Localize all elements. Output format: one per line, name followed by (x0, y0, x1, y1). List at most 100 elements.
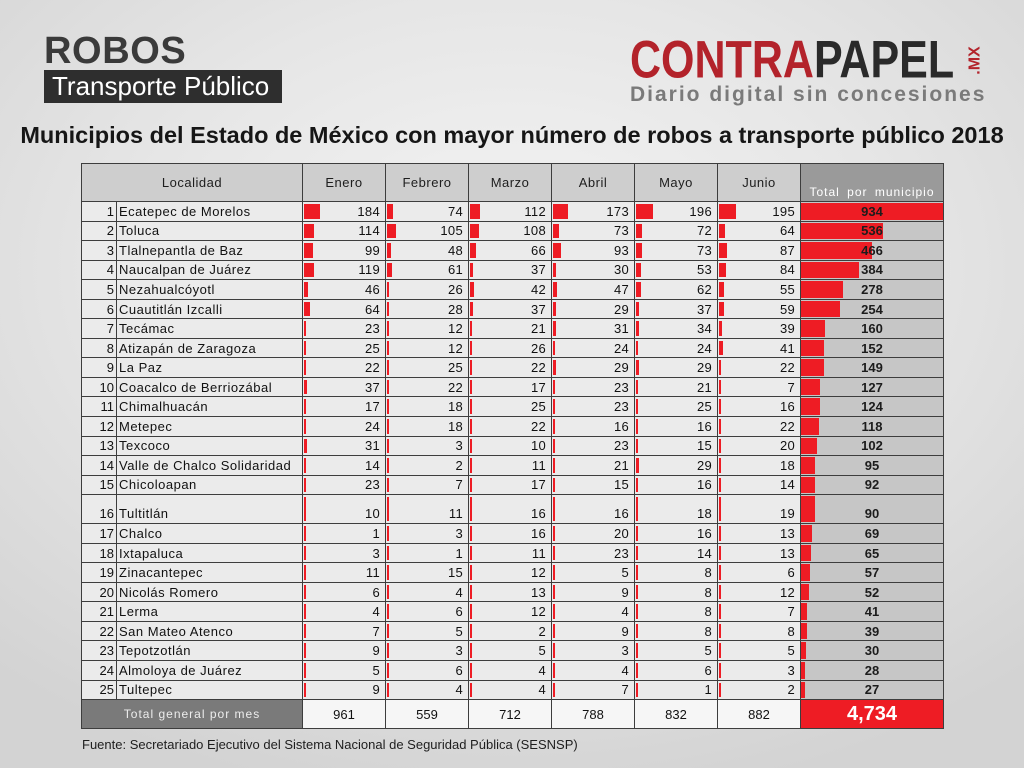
month-cell: 16 (635, 475, 718, 496)
month-cell: 25 (386, 358, 469, 378)
total-bar (801, 564, 810, 581)
month-cell: 23 (303, 319, 386, 339)
data-bar (719, 223, 725, 239)
cell-value: 37 (530, 301, 546, 317)
data-bar (470, 497, 472, 522)
month-cell: 17 (469, 377, 552, 398)
month-cell: 30 (552, 260, 635, 281)
month-cell: 37 (469, 260, 552, 281)
total-bar (801, 437, 817, 455)
cell-value: 3 (787, 662, 795, 678)
cell-value: 23 (613, 545, 629, 561)
data-bar (470, 321, 472, 336)
month-cell: 74 (386, 202, 469, 222)
total-cell: 384 (801, 260, 944, 281)
cell-value: 11 (448, 506, 463, 522)
row-rank: 16 (82, 495, 117, 525)
cell-value: 6 (787, 565, 795, 581)
row-locality: Nezahualcóyotl (117, 280, 303, 300)
data-bar (553, 623, 555, 639)
month-cell: 9 (552, 621, 635, 642)
data-bar (387, 623, 389, 639)
data-bar (387, 477, 389, 493)
column-header-enero: Enero (303, 164, 386, 202)
cell-value: 72 (696, 223, 712, 239)
total-value: 28 (864, 662, 880, 678)
cell-value: 22 (779, 360, 795, 376)
data-bar (636, 379, 638, 395)
total-cell: 65 (801, 543, 944, 564)
month-cell: 7 (718, 377, 801, 398)
total-cell: 118 (801, 417, 944, 437)
month-cell: 14 (635, 543, 718, 564)
table-row: 22 San Mateo Atenco 7 5 2 9 8 8 39 (82, 621, 944, 642)
data-bar (719, 565, 721, 580)
month-cell: 6 (303, 582, 386, 603)
month-cell: 1 (303, 524, 386, 544)
cell-value: 20 (613, 525, 629, 541)
row-locality: Toluca (117, 221, 303, 242)
data-bar (636, 565, 638, 580)
cell-value: 16 (530, 525, 546, 541)
data-bar (553, 262, 556, 278)
month-cell: 29 (635, 358, 718, 378)
month-cell: 47 (552, 280, 635, 300)
data-bar (470, 565, 472, 580)
month-cell: 2 (386, 456, 469, 476)
month-cell: 16 (469, 495, 552, 525)
row-locality: Naucalpan de Juárez (117, 260, 303, 281)
data-bar (636, 360, 639, 375)
cell-value: 17 (530, 379, 546, 395)
month-cell: 28 (386, 299, 469, 320)
month-cell: 7 (303, 621, 386, 642)
total-bar (801, 378, 821, 396)
data-bar (553, 282, 557, 297)
total-cell: 27 (801, 680, 944, 701)
table-row: 2 Toluca 114 105 108 73 72 64 536 (82, 221, 944, 242)
cell-value: 73 (613, 223, 629, 239)
table-row: 10 Coacalco de Berriozábal 37 22 17 23 21 7 127 (82, 377, 944, 398)
total-cell: 52 (801, 582, 944, 603)
month-cell: 59 (718, 299, 801, 320)
data-bar (304, 379, 307, 395)
data-bar (470, 419, 472, 434)
data-bar (304, 623, 306, 639)
month-cell: 66 (469, 241, 552, 261)
cell-value: 23 (364, 321, 380, 337)
cell-value: 46 (364, 281, 380, 297)
month-cell: 24 (635, 338, 718, 359)
row-locality: Coacalco de Berriozábal (117, 377, 303, 398)
month-cell: 184 (303, 202, 386, 222)
cell-value: 29 (613, 301, 629, 317)
cell-value: 23 (613, 399, 629, 415)
data-bar (387, 604, 389, 619)
month-cell: 22 (718, 358, 801, 378)
row-rank: 14 (82, 456, 117, 476)
total-bar (801, 622, 807, 640)
month-cell: 37 (303, 377, 386, 398)
row-rank: 17 (82, 524, 117, 544)
cell-value: 22 (364, 360, 380, 376)
data-bar (719, 584, 721, 600)
cell-value: 21 (613, 457, 629, 473)
row-rank: 13 (82, 436, 117, 457)
total-value: 27 (864, 682, 880, 698)
cell-value: 39 (779, 321, 795, 337)
data-bar (636, 663, 638, 678)
data-bar (387, 340, 389, 356)
cell-value: 37 (696, 301, 712, 317)
cell-value: 7 (621, 682, 629, 698)
cell-value: 14 (779, 477, 795, 493)
cell-value: 31 (364, 438, 380, 454)
data-bar (636, 526, 638, 541)
table-row: 9 La Paz 22 25 22 29 29 22 149 (82, 358, 944, 378)
cell-value: 11 (365, 565, 380, 581)
month-cell: 13 (469, 582, 552, 603)
cell-value: 24 (364, 418, 380, 434)
row-locality: Nicolás Romero (117, 582, 303, 603)
data-bar (636, 477, 638, 493)
row-rank: 6 (82, 299, 117, 320)
month-cell: 7 (386, 475, 469, 496)
data-bar (719, 682, 721, 698)
cell-value: 5 (455, 623, 463, 639)
